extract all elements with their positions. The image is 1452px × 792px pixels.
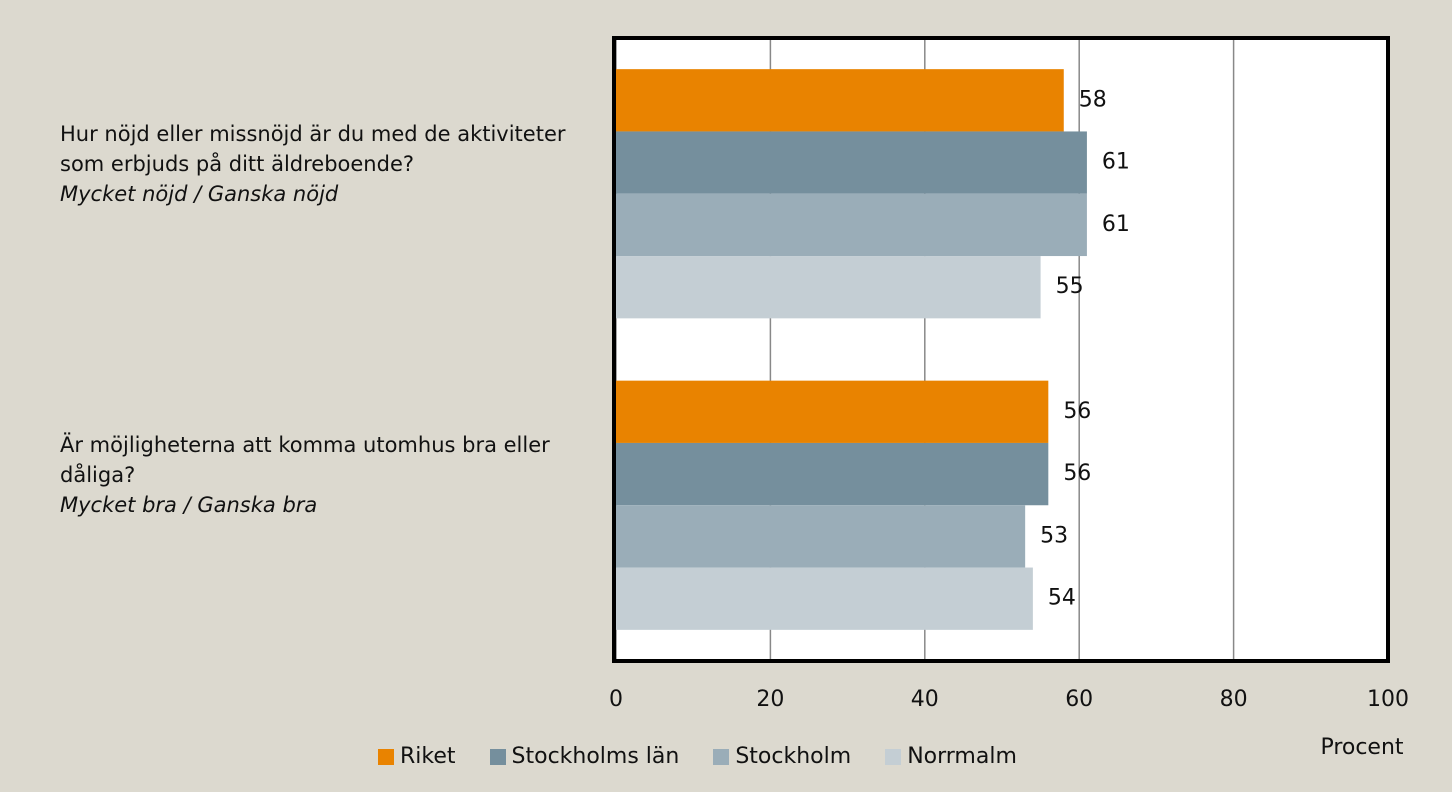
data-label: 56	[1063, 399, 1091, 424]
category-note: Mycket nöjd / Ganska nöjd	[60, 181, 339, 206]
legend-label: Stockholms län	[511, 744, 680, 769]
legend: Riket Stockholms län Stockholm Norrmalm	[378, 744, 1017, 769]
bar	[616, 442, 1049, 506]
bar	[616, 380, 1049, 443]
legend-label: Norrmalm	[907, 744, 1017, 769]
bar	[616, 505, 1026, 568]
bar	[616, 256, 1041, 319]
bar	[616, 131, 1087, 194]
bar	[616, 193, 1087, 257]
legend-swatch	[378, 748, 394, 765]
category-text: Är möjligheterna att komma utomhus bra e…	[60, 433, 550, 488]
data-label: 55	[1056, 274, 1084, 299]
x-axis-label: Procent	[1320, 735, 1403, 760]
legend-item: Stockholm	[713, 744, 851, 769]
data-label: 58	[1079, 87, 1107, 112]
category-text: Hur nöjd eller missnöjd är du med de akt…	[60, 121, 566, 176]
data-label: 61	[1102, 150, 1130, 175]
legend-swatch	[713, 748, 730, 765]
legend-swatch	[885, 748, 902, 765]
legend-item: Norrmalm	[885, 744, 1017, 769]
data-label: 61	[1102, 212, 1130, 237]
x-tick-label: 80	[1220, 687, 1248, 712]
category-label: Hur nöjd eller missnöjd är du med de akt…	[60, 119, 580, 209]
bar	[616, 69, 1064, 132]
legend-item: Riket	[378, 744, 456, 769]
category-label: Är möjligheterna att komma utomhus bra e…	[60, 430, 580, 520]
data-label: 56	[1063, 461, 1091, 486]
x-tick-label: 100	[1367, 687, 1409, 712]
x-tick-label: 40	[911, 687, 939, 712]
data-label: 54	[1048, 586, 1076, 611]
x-tick-label: 0	[609, 687, 623, 712]
legend-label: Riket	[400, 744, 456, 769]
legend-item: Stockholms län	[489, 744, 680, 769]
legend-label: Stockholm	[735, 744, 852, 769]
data-label: 53	[1040, 523, 1068, 548]
plot-border	[612, 36, 1390, 663]
x-tick-label: 60	[1065, 687, 1093, 712]
bar	[616, 567, 1033, 630]
legend-swatch	[489, 748, 506, 765]
category-note: Mycket bra / Ganska bra	[60, 493, 318, 518]
x-tick-label: 20	[756, 687, 784, 712]
